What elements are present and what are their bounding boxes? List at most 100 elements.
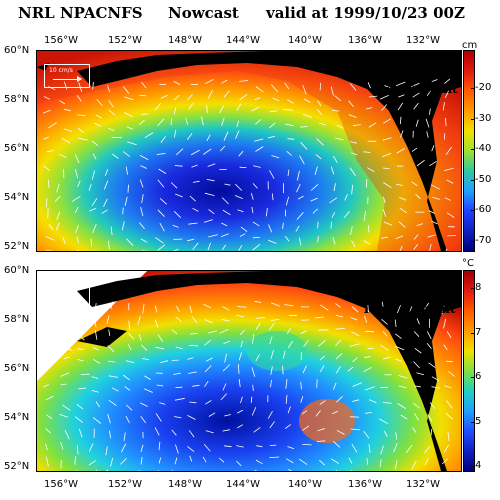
current-vector [350,226,353,236]
current-vector [176,305,180,312]
current-vector [124,385,131,391]
current-vector [379,418,388,425]
current-vector [319,82,322,91]
current-vector [137,315,141,326]
top-vector-scale: 10 cm/s [44,64,90,88]
current-vector [431,376,440,382]
latitude-label: 52°N [4,241,30,252]
current-vector [398,221,406,228]
longitude-label: 152°W [108,35,142,46]
current-vector [192,384,200,387]
current-vector [414,385,421,388]
current-vector [411,460,417,470]
current-vector [91,140,99,146]
current-vector [335,327,345,330]
current-vector [157,179,165,188]
current-vector [320,304,329,311]
coastline-land [77,51,461,251]
current-vector [174,457,178,465]
current-vector [444,88,451,98]
current-vector [284,235,290,242]
current-vector [140,444,144,453]
current-vector [92,223,97,233]
current-vector [315,316,324,319]
current-vector [45,235,55,241]
current-vector [300,141,308,150]
current-vector [208,234,218,238]
current-vector [254,469,258,471]
current-vector [186,132,193,140]
current-vector [235,130,240,139]
current-vector [92,417,102,424]
current-vector [367,82,371,89]
current-vector [190,149,200,156]
current-vector [363,240,371,245]
current-vector [416,223,423,227]
current-vector [352,399,360,402]
colorbar-tick-label: -30 [470,112,492,124]
current-vector [430,429,432,436]
current-vector [43,165,50,171]
surface-elevation-field [37,51,461,251]
current-vector [237,409,244,414]
current-vector [48,224,54,231]
current-vector [142,358,149,360]
current-vector [335,303,341,308]
current-vector [303,98,311,103]
current-vector [173,372,181,375]
current-vector [139,222,145,230]
current-vector [94,320,97,328]
current-vector [319,400,326,405]
current-vector [140,344,148,351]
current-vector [368,122,377,128]
title-model-name: NRL NPACNFS [18,4,143,22]
current-vector [77,359,84,362]
current-vector [75,225,79,233]
current-vector [443,318,447,329]
current-vector [45,456,49,467]
current-vector [314,166,318,176]
current-vector [43,96,50,100]
current-vector [208,209,215,215]
current-vector [446,400,453,409]
current-vector [284,304,294,307]
current-vector [416,372,425,376]
current-vector [157,209,165,217]
current-vector [141,81,147,89]
current-vector [316,379,318,388]
current-vector [122,86,130,94]
colorbar-tick-label: -70 [470,234,492,246]
current-vector [348,457,353,464]
current-vector [170,182,178,189]
current-vector [285,196,290,206]
current-vector [76,114,86,116]
current-vector [400,414,408,420]
current-vector [63,128,73,132]
current-vector [238,245,243,251]
current-vector [252,384,254,391]
current-vector [157,244,166,251]
current-vector [192,242,199,250]
current-vector [61,331,70,339]
current-vector [108,399,117,407]
current-vector [302,365,307,374]
current-vector [429,402,436,409]
current-vector [109,430,111,439]
colorbar-tick-label: -20 [470,82,492,93]
current-vector [255,322,261,330]
bottom-colorbar-unit: °C [462,258,474,269]
current-vector [125,360,134,363]
current-vector [424,458,429,466]
current-vector [446,331,452,339]
current-vector [441,458,449,465]
current-vector [395,235,404,240]
current-vector [297,195,304,200]
current-vector [448,370,456,377]
current-vector [222,429,230,432]
current-vector [223,90,230,98]
current-vector [299,237,302,246]
current-vector [121,221,125,231]
current-vector [399,197,407,201]
current-vector [379,459,382,468]
colorbar-tick-label: 8 [470,282,482,293]
